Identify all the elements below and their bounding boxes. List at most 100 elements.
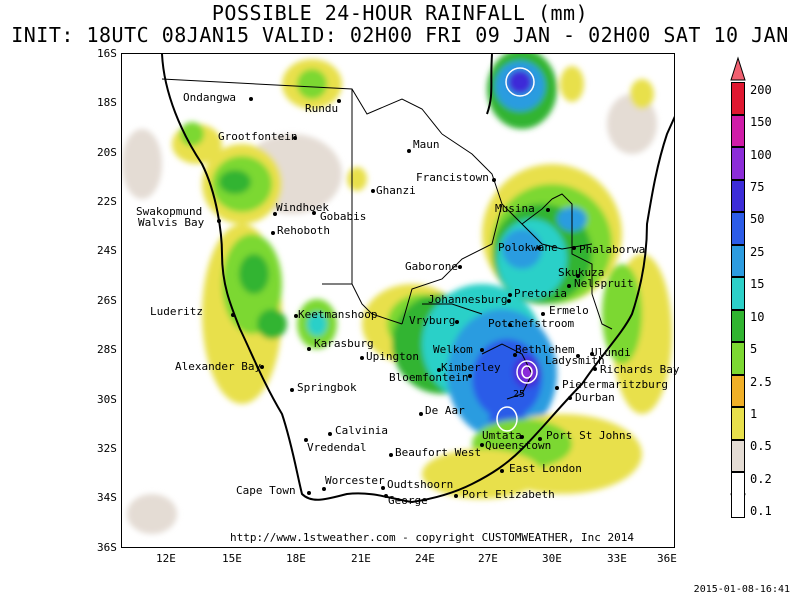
lon-label: 12E [156, 552, 176, 565]
lat-label: 24S [97, 244, 117, 257]
city-marker [576, 354, 580, 358]
legend-cell [731, 440, 745, 472]
city-label: Polokwane [498, 241, 558, 254]
legend-label: 10 [750, 310, 765, 324]
city-label: Umtata [482, 429, 522, 442]
city-marker [507, 299, 511, 303]
rainfall-field [122, 54, 672, 534]
city-marker [419, 412, 423, 416]
city-label: Gaborone [405, 260, 458, 273]
city-label: Potchefstroom [488, 317, 575, 330]
city-marker [337, 99, 341, 103]
city-label: De Aar [425, 404, 465, 417]
legend-cell [731, 472, 745, 518]
city-label: Maun [413, 138, 440, 151]
lon-label: 33E [607, 552, 627, 565]
city-marker [271, 231, 275, 235]
lat-label: 32S [97, 442, 117, 455]
legend-top-arrow [730, 56, 746, 81]
legend-cell [731, 82, 745, 115]
city-label: Ghanzi [376, 184, 416, 197]
city-marker [458, 265, 462, 269]
legend-cell [731, 115, 745, 147]
city-marker [500, 469, 504, 473]
city-label: Ondangwa [183, 91, 236, 104]
city-label: Ulundi [591, 346, 631, 359]
legend-label: 2.5 [750, 375, 772, 389]
legend-cell [731, 342, 745, 375]
city-marker [538, 437, 542, 441]
city-marker [307, 347, 311, 351]
city-label: George [388, 494, 428, 507]
city-label: Grootfontein [218, 130, 298, 143]
lat-label: 16S [97, 47, 117, 60]
legend-cell [731, 180, 745, 212]
city-marker [384, 494, 388, 498]
lat-label: 30S [97, 393, 117, 406]
legend-label: 100 [750, 148, 772, 162]
legend-label: 5 [750, 342, 758, 356]
city-marker [555, 386, 559, 390]
lat-label: 20S [97, 146, 117, 159]
city-label: Pretoria [514, 287, 567, 300]
city-marker [273, 212, 277, 216]
lon-label: 24E [415, 552, 435, 565]
city-marker [537, 246, 541, 250]
city-label: Upington [366, 350, 419, 363]
lat-label: 36S [97, 541, 117, 554]
contour-value-label: 25 [513, 389, 526, 400]
city-label: Durban [575, 391, 615, 404]
city-marker [312, 211, 316, 215]
city-marker [590, 352, 594, 356]
lon-label: 18E [286, 552, 306, 565]
legend-label: 25 [750, 245, 765, 259]
city-marker [231, 313, 235, 317]
city-label: Beaufort West [395, 446, 482, 459]
city-marker [260, 365, 264, 369]
rainfall-map [121, 53, 675, 548]
city-marker [541, 312, 545, 316]
city-label: Skukuza [558, 266, 605, 279]
city-label: Vredendal [307, 441, 367, 454]
city-marker [492, 178, 496, 182]
city-label: Port St Johns [546, 429, 633, 442]
city-marker [568, 396, 572, 400]
legend-cell [731, 407, 745, 440]
legend-label: 1 [750, 407, 758, 421]
city-label: Ermelo [549, 304, 589, 317]
city-marker [480, 348, 484, 352]
city-marker [454, 494, 458, 498]
city-label: Springbok [297, 381, 357, 394]
city-label: Gobabis [320, 210, 367, 223]
legend-label: 200 [750, 83, 772, 97]
city-marker [307, 491, 311, 495]
city-marker [576, 274, 580, 278]
legend-cell [731, 212, 745, 245]
city-label: Nelspruit [574, 277, 634, 290]
legend-label: 150 [750, 115, 772, 129]
city-label: Luderitz [150, 305, 203, 318]
city-label: Welkom [433, 343, 473, 356]
city-marker [572, 246, 576, 250]
legend-label: 0.2 [750, 472, 772, 486]
city-marker [468, 374, 472, 378]
city-label: Francistown [416, 171, 489, 184]
city-label: East London [509, 462, 582, 475]
city-marker [455, 320, 459, 324]
city-label: Johannesburg [428, 293, 508, 306]
city-marker [389, 453, 393, 457]
city-label: Musina [495, 202, 535, 215]
chart-title: POSSIBLE 24-HOUR RAINFALL (mm) [211, 1, 589, 25]
city-marker [593, 367, 597, 371]
city-marker [513, 353, 517, 357]
legend-cell [731, 310, 745, 342]
city-label: Keetmanshoop [298, 308, 378, 321]
lon-label: 27E [478, 552, 498, 565]
legend-cell [731, 277, 745, 310]
city-label: Alexander Bay [175, 360, 262, 373]
city-marker [249, 97, 253, 101]
city-marker [480, 443, 484, 447]
city-marker [290, 388, 294, 392]
lat-label: 18S [97, 96, 117, 109]
copyright-credit: http://www.1stweather.com - copyright CU… [230, 531, 634, 544]
